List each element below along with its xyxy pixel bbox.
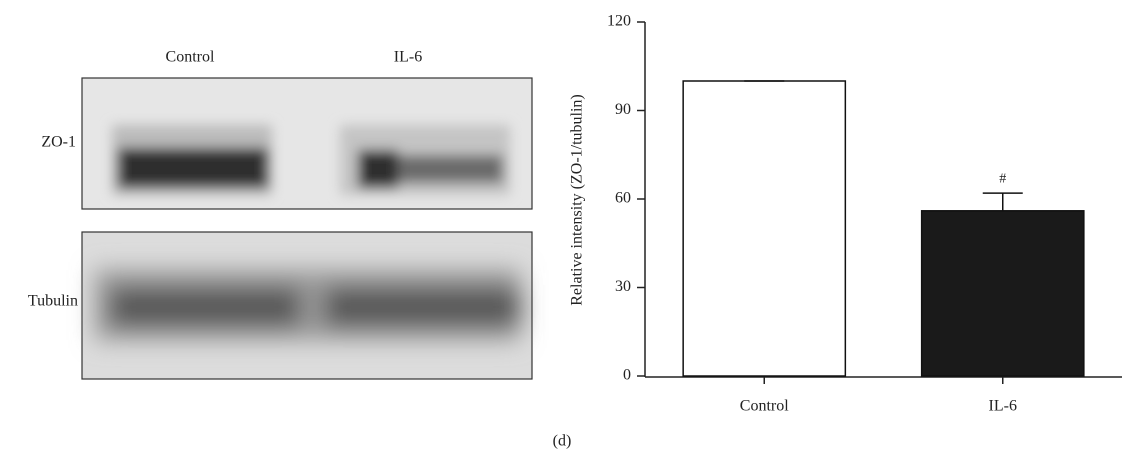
lane-label: IL-6 xyxy=(394,49,422,66)
y-tick-label: 90 xyxy=(615,101,631,118)
bar xyxy=(682,80,847,377)
x-tick-label: Control xyxy=(740,398,789,415)
row-label: ZO-1 xyxy=(41,134,76,151)
error-bar xyxy=(982,192,1023,211)
band xyxy=(95,270,520,340)
panel-label: (d) xyxy=(553,433,572,450)
significance-marker: # xyxy=(999,171,1006,186)
y-axis-label: Relative intensity (ZO-1/tubulin) xyxy=(569,94,586,306)
row-label: Tubulin xyxy=(28,293,78,310)
y-tick-label: 0 xyxy=(623,367,631,384)
y-tick-label: 60 xyxy=(615,190,631,207)
y-tick-label: 120 xyxy=(607,13,631,30)
band xyxy=(112,125,510,195)
x-tick-label: IL-6 xyxy=(989,398,1017,415)
lane-label: Control xyxy=(166,49,215,66)
bar xyxy=(920,210,1085,377)
y-tick-label: 30 xyxy=(615,278,631,295)
western-blot: Control IL-6 ZO-1 Tubulin xyxy=(28,49,533,380)
